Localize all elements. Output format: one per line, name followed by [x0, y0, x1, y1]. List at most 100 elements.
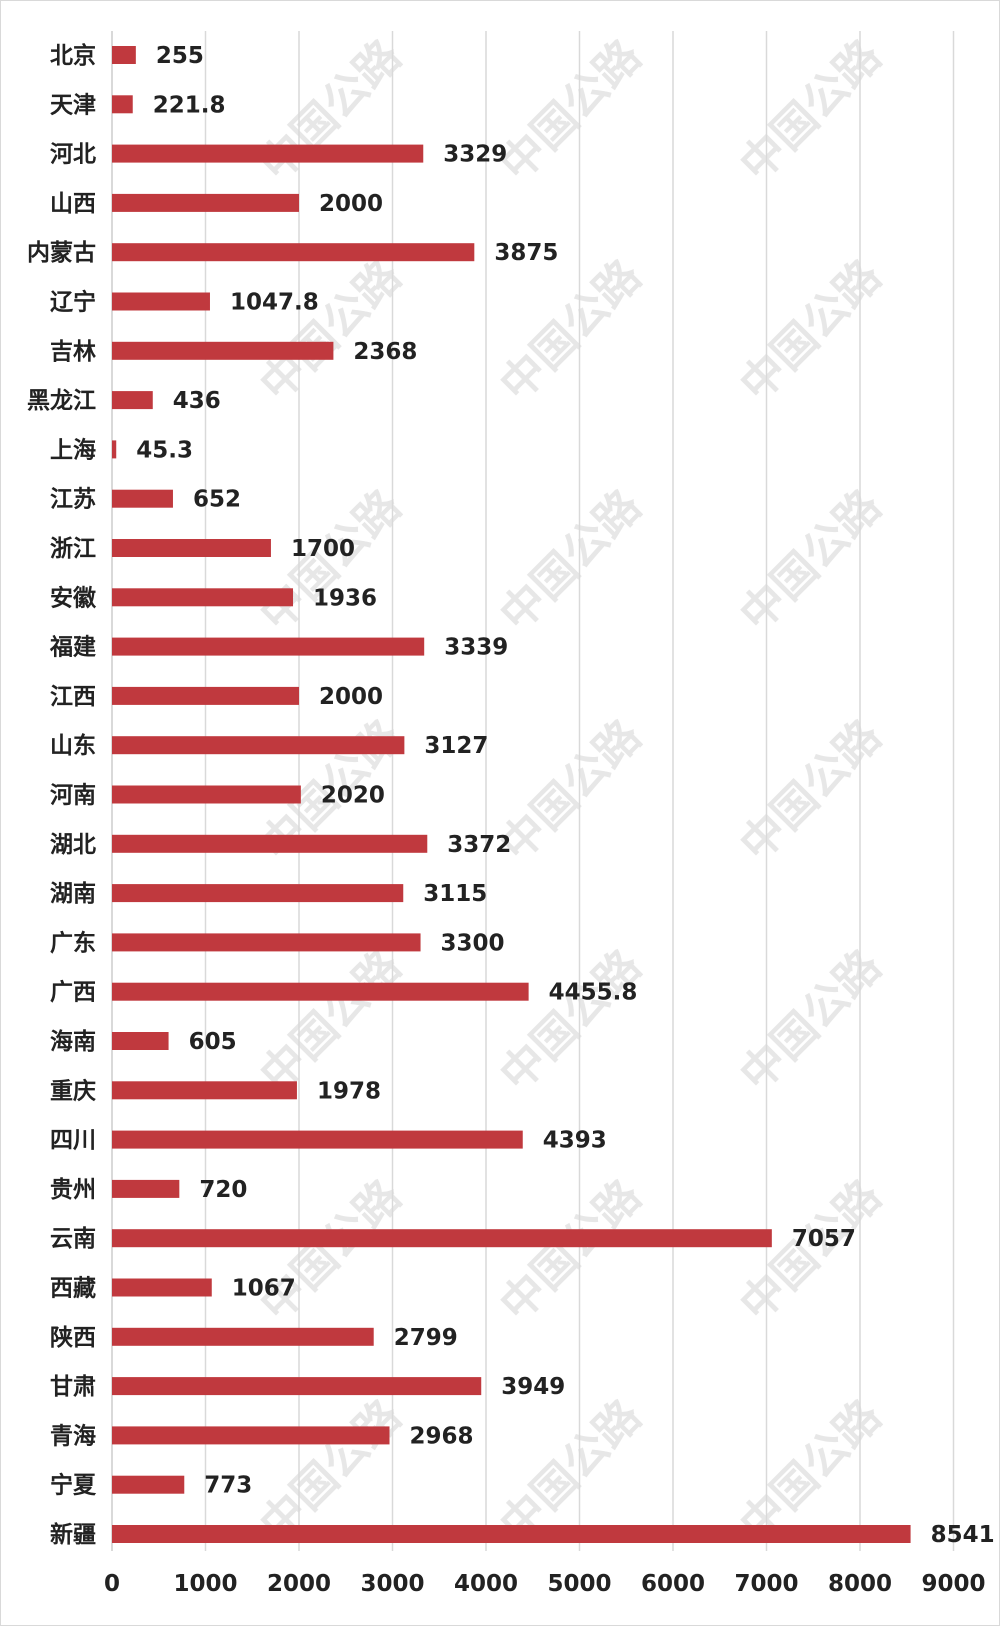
category-label-27: 甘肃 — [50, 1374, 96, 1400]
category-label-15: 河南 — [50, 783, 96, 809]
bar-19 — [112, 982, 529, 1001]
watermark-5-0: 中国公路 — [250, 1170, 411, 1331]
value-label-16: 3372 — [447, 832, 511, 858]
bar-28 — [112, 1426, 390, 1445]
watermark-0-2: 中国公路 — [730, 30, 891, 191]
value-label-19: 4455.8 — [549, 980, 638, 1006]
bar-6 — [112, 341, 334, 360]
bar-23 — [112, 1179, 180, 1198]
bar-7 — [112, 391, 153, 410]
bar-5 — [112, 292, 210, 311]
watermark-3-2: 中国公路 — [730, 710, 891, 871]
bar-1 — [112, 95, 133, 114]
value-label-15: 2020 — [321, 783, 385, 809]
value-label-11: 1936 — [313, 585, 377, 611]
bar-20 — [112, 1032, 169, 1050]
category-label-9: 江苏 — [50, 487, 96, 513]
category-label-17: 湖南 — [50, 881, 96, 907]
category-labels: 北京天津河北山西内蒙古辽宁吉林黑龙江上海江苏浙江安徽福建江西山东河南湖北湖南广东… — [27, 42, 97, 1548]
bar-26 — [112, 1327, 374, 1346]
bar-21 — [112, 1081, 297, 1100]
value-label-14: 3127 — [424, 733, 488, 759]
value-label-21: 1978 — [317, 1078, 381, 1104]
watermark-0-1: 中国公路 — [490, 30, 651, 191]
bar-3 — [112, 193, 299, 212]
value-label-0: 255 — [156, 43, 204, 69]
category-label-24: 云南 — [50, 1226, 96, 1252]
category-label-12: 福建 — [49, 635, 96, 661]
category-label-19: 广西 — [50, 979, 96, 1006]
watermark-1-1: 中国公路 — [490, 250, 651, 411]
x-tick-label-1000: 1000 — [173, 1571, 237, 1597]
value-label-17: 3115 — [423, 881, 487, 907]
watermark-5-1: 中国公路 — [490, 1170, 651, 1331]
watermark-2-1: 中国公路 — [490, 480, 651, 641]
value-label-20: 605 — [189, 1029, 237, 1055]
category-label-2: 河北 — [50, 142, 96, 168]
category-label-29: 宁夏 — [50, 1472, 97, 1499]
category-label-18: 广东 — [50, 929, 96, 956]
watermark-4-1: 中国公路 — [490, 940, 651, 1101]
category-label-25: 西藏 — [50, 1276, 96, 1302]
x-axis-ticks: 0 1000 2000 3000 4000 5000 6000 7000 8000 9000 — [104, 1571, 986, 1597]
value-label-24: 7057 — [792, 1226, 856, 1252]
category-label-14: 山东 — [50, 732, 96, 759]
category-label-4: 内蒙古 — [27, 240, 96, 266]
value-label-25: 1067 — [232, 1276, 296, 1302]
value-label-12: 3339 — [444, 635, 508, 661]
value-label-3: 2000 — [319, 191, 383, 217]
value-label-2: 3329 — [443, 142, 507, 168]
x-tick-label-3000: 3000 — [360, 1571, 424, 1597]
bar-13 — [112, 686, 299, 705]
bar-24 — [112, 1229, 772, 1248]
category-label-23: 贵州 — [50, 1177, 96, 1203]
category-label-0: 北京 — [50, 42, 96, 69]
category-label-21: 重庆 — [50, 1077, 96, 1104]
category-label-6: 吉林 — [50, 338, 96, 365]
value-label-28: 2968 — [410, 1423, 474, 1449]
bar-8 — [112, 440, 117, 459]
value-label-27: 3949 — [501, 1374, 565, 1400]
bars — [112, 46, 911, 1543]
value-label-13: 2000 — [319, 684, 383, 710]
category-label-28: 青海 — [50, 1422, 96, 1449]
bar-15 — [112, 785, 301, 804]
value-label-7: 436 — [173, 388, 221, 414]
category-label-11: 安徽 — [50, 584, 97, 611]
bar-16 — [112, 834, 428, 853]
bar-0 — [112, 46, 136, 64]
x-tick-label-0: 0 — [104, 1571, 120, 1597]
x-tick-label-7000: 7000 — [734, 1571, 798, 1597]
x-tick-label-8000: 8000 — [828, 1571, 892, 1597]
value-labels: 255 221.8 3329 2000 3875 1047.8 2368 436 45.3652… — [136, 43, 994, 1548]
category-label-3: 山西 — [50, 191, 96, 217]
watermark-1-2: 中国公路 — [730, 250, 891, 411]
watermark-4-0: 中国公路 — [250, 940, 411, 1101]
category-label-16: 湖北 — [50, 832, 96, 858]
watermark-0-0: 中国公路 — [250, 30, 411, 191]
gridlines — [111, 31, 955, 1551]
value-label-26: 2799 — [394, 1325, 458, 1351]
bar-25 — [112, 1278, 212, 1297]
bar-11 — [112, 588, 294, 607]
x-tick-label-9000: 9000 — [921, 1571, 985, 1597]
category-label-13: 江西 — [50, 684, 96, 710]
category-label-10: 浙江 — [50, 536, 96, 562]
value-label-9: 652 — [193, 487, 241, 513]
value-label-18: 3300 — [441, 930, 505, 956]
x-tick-label-6000: 6000 — [641, 1571, 705, 1597]
bar-29 — [112, 1475, 185, 1494]
bar-30 — [112, 1525, 911, 1543]
watermark-4-2: 中国公路 — [730, 940, 891, 1101]
value-label-23: 720 — [199, 1177, 247, 1203]
category-label-20: 海南 — [50, 1028, 96, 1055]
category-label-7: 黑龙江 — [27, 388, 96, 414]
value-label-22: 4393 — [543, 1128, 607, 1154]
x-tick-label-2000: 2000 — [267, 1571, 331, 1597]
value-label-1: 221.8 — [153, 92, 226, 118]
value-label-8: 45.3 — [136, 437, 193, 463]
bar-4 — [112, 243, 475, 262]
bar-17 — [112, 884, 404, 903]
